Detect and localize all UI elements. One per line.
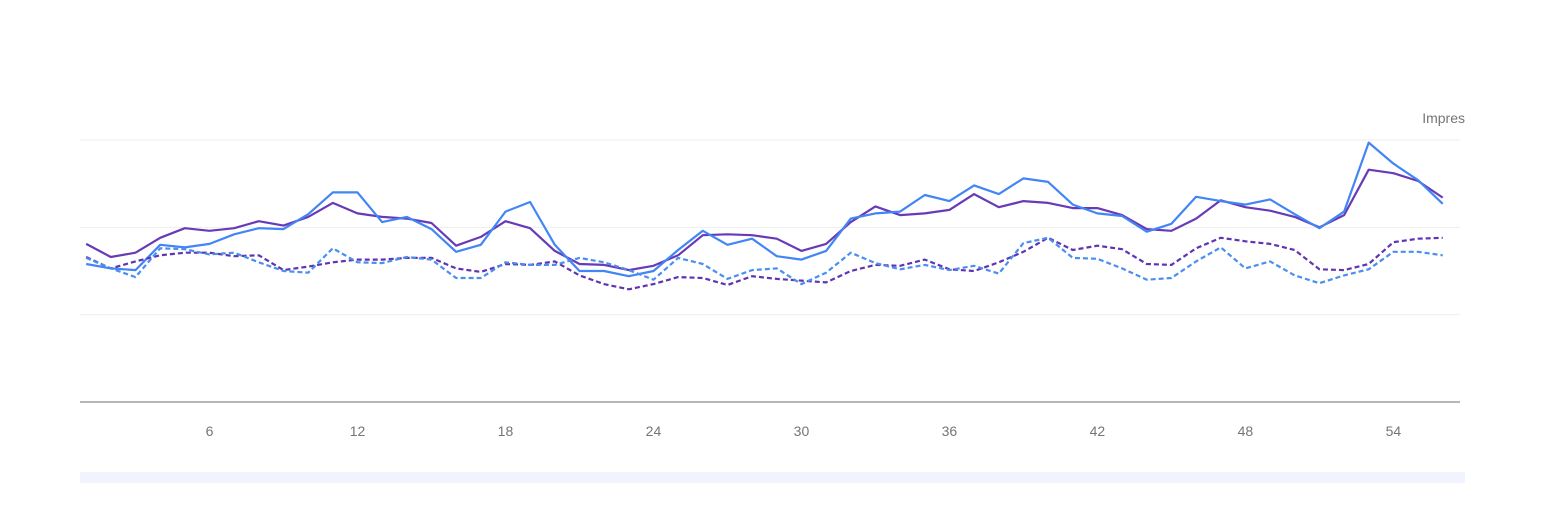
x-tick-label: 48: [1238, 423, 1254, 439]
x-tick-label: 42: [1090, 423, 1106, 439]
x-tick-label: 30: [794, 423, 810, 439]
series-line: [85, 236, 1443, 291]
x-tick-label: 6: [206, 423, 214, 439]
x-tick-label: 54: [1386, 423, 1402, 439]
range-strip: [80, 472, 1465, 483]
x-tick-label: 12: [350, 423, 366, 439]
series-line: [86, 141, 1444, 278]
x-tick-label: 24: [646, 423, 662, 439]
series-line: [85, 236, 1443, 286]
y-axis-label: Impres: [1422, 110, 1465, 126]
x-tick-label: 18: [498, 423, 514, 439]
series-line: [85, 168, 1444, 272]
x-tick-label: 36: [942, 423, 958, 439]
